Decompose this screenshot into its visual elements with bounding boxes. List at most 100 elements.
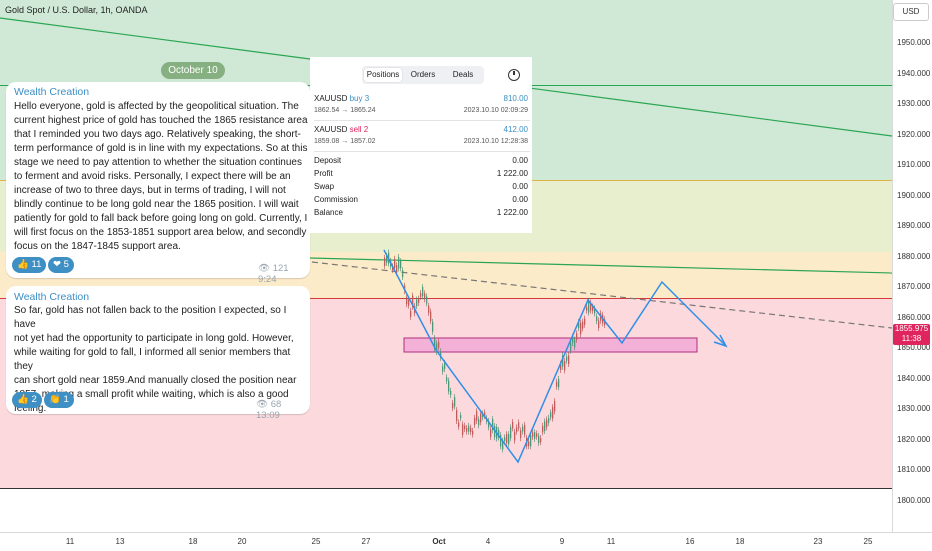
price-tick: 1860.000 [897, 313, 931, 322]
tab-orders[interactable]: Orders [410, 70, 436, 79]
candle-body [512, 421, 514, 429]
message-line: while waiting for gold to fall, I inform… [14, 347, 291, 372]
candle-body [444, 362, 446, 370]
candle-body [438, 341, 440, 348]
candle-body [406, 297, 408, 305]
candle-body [488, 420, 490, 428]
price-tick: 1940.000 [897, 69, 931, 78]
message-line: current highest price of gold has touche… [14, 115, 308, 126]
candle-body [542, 425, 544, 433]
candle-body [520, 430, 522, 439]
summary-commission-label: Commission [314, 195, 359, 204]
message-author[interactable]: Wealth Creation [14, 291, 90, 303]
message-line: term performance of gold is in line with… [14, 143, 308, 154]
trade-1-symbol[interactable]: XAUUSD buy 3 [314, 94, 369, 103]
chart-title: Gold Spot / U.S. Dollar, 1h, OANDA [5, 5, 148, 15]
current-price-label: 1855.975 11:38 [893, 324, 930, 345]
trend-line-lower [309, 257, 892, 274]
message-line: that I reminded you two days ago. Relati… [14, 129, 301, 140]
message-body: So far, gold has not fallen back to the … [14, 304, 310, 416]
candle-body [590, 302, 592, 311]
message-line: stage we need to pay attention to whethe… [14, 157, 302, 168]
candle-body [540, 438, 542, 443]
date-axis[interactable]: 11 13 18 20 25 27 Oct 4 9 11 16 18 23 25 [0, 532, 932, 551]
summary-profit-label: Profit [314, 169, 333, 178]
candle-body [534, 432, 536, 439]
reaction-count: 11 [31, 259, 42, 270]
candle-body [516, 427, 518, 432]
candle-body [596, 316, 598, 322]
tab-positions[interactable]: Positions [364, 68, 402, 82]
candle-body [502, 440, 504, 450]
trade-2-symbol[interactable]: XAUUSD sell 2 [314, 125, 368, 134]
summary-balance-value: 1 222.00 [496, 208, 528, 217]
trade-symbol: XAUUSD [314, 125, 348, 134]
price-tick: 1890.000 [897, 221, 931, 230]
support-box [403, 337, 698, 353]
candle-body [424, 293, 426, 300]
divider [314, 120, 530, 121]
candle-body [472, 430, 474, 435]
candle-body [518, 422, 520, 429]
price-tick: 1920.000 [897, 130, 931, 139]
thumbs-up-icon: 👍 [17, 259, 29, 270]
summary-balance-label: Balance [314, 208, 343, 217]
reaction-count: 2 [31, 394, 37, 405]
candle-body [528, 441, 530, 447]
message-meta: 👁 121 9:24 [258, 263, 310, 285]
candle-body [506, 434, 508, 444]
candle-body [426, 296, 428, 304]
date-tick: 18 [735, 537, 745, 546]
reaction-clap[interactable]: 👏 1 [44, 392, 74, 408]
candle-body [562, 355, 564, 367]
candle-body [402, 270, 404, 278]
summary-deposit-value: 0.00 [512, 156, 528, 165]
candle-body [510, 427, 512, 439]
reaction-thumbs-up[interactable]: 👍 2 [12, 392, 42, 408]
candle-body [580, 322, 582, 335]
candle-body [410, 310, 412, 317]
candle-body [588, 300, 590, 313]
candle-body [452, 402, 454, 409]
candle-body [434, 338, 436, 350]
currency-button[interactable]: USD [893, 3, 929, 21]
candle-body [466, 428, 468, 432]
resistance-line-1866 [0, 298, 892, 299]
candle-body [504, 437, 506, 442]
trade-1-time: 2023.10.10 02:09:29 [463, 107, 528, 114]
candle-body [464, 425, 466, 430]
reaction-thumbs-up[interactable]: 👍 11 [12, 257, 47, 273]
clap-icon: 👏 [49, 394, 61, 405]
date-tick: 25 [311, 537, 321, 546]
date-tick: 16 [685, 537, 695, 546]
candle-body [482, 413, 484, 418]
price-tick: 1810.000 [897, 465, 931, 474]
chart-area[interactable]: Gold Spot / U.S. Dollar, 1h, OANDA [0, 0, 892, 532]
candle-body [546, 419, 548, 428]
eye-icon: 👁 [258, 263, 271, 274]
candle-body [474, 417, 476, 426]
message-author[interactable]: Wealth Creation [14, 86, 90, 98]
candle-body [386, 255, 388, 263]
candle-body [524, 424, 526, 435]
message-time: 9:24 [258, 274, 277, 285]
positions-tabs: Positions Orders Deals [362, 66, 484, 84]
current-price-value: 1855.975 [894, 324, 929, 333]
price-axis[interactable]: USD 1950.000 1940.000 1930.000 1920.000 … [892, 0, 932, 532]
tab-deals[interactable]: Deals [452, 70, 474, 79]
candle-body [492, 419, 494, 431]
chart-drawings [0, 17, 892, 464]
candle-body [558, 378, 560, 388]
candle-body [420, 293, 422, 297]
reaction-heart[interactable]: ❤ 5 [48, 257, 74, 273]
candle-body [508, 434, 510, 445]
clock-icon[interactable] [508, 69, 520, 81]
trade-symbol: XAUUSD [314, 94, 348, 103]
candle-body [494, 426, 496, 438]
message-line: So far, gold has not fallen back to the … [14, 305, 287, 330]
view-count: 121 [272, 263, 289, 274]
candle-body [412, 295, 414, 307]
candle-body [430, 311, 432, 322]
message-line: will first focus on the 1853-1851 suppor… [14, 227, 307, 238]
candle-body [576, 333, 578, 340]
